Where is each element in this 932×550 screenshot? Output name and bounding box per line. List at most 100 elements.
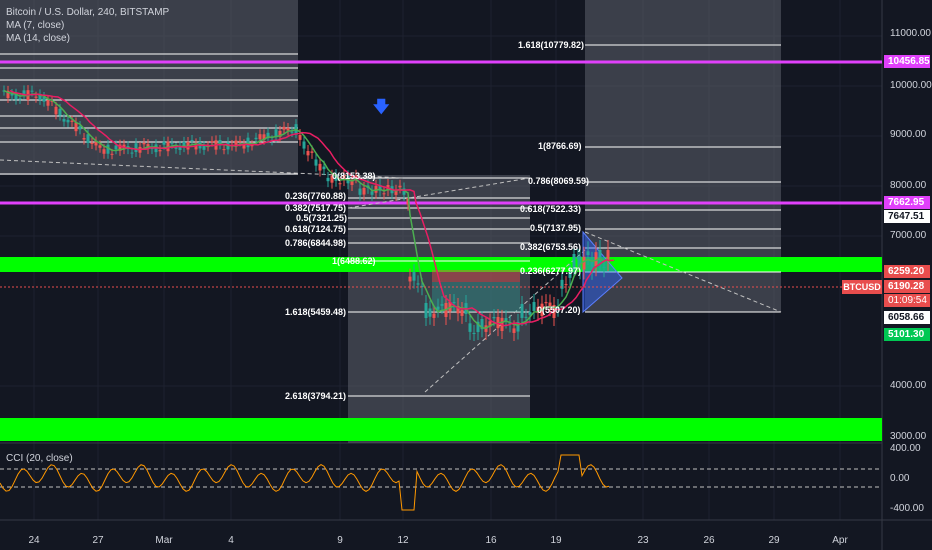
candle-body bbox=[468, 323, 472, 332]
date-label: 4 bbox=[228, 535, 234, 546]
candle-body bbox=[306, 151, 310, 156]
fib-label: 0(8153.38) bbox=[332, 171, 376, 181]
fib-label: 0.236(7760.88) bbox=[285, 191, 347, 201]
candle-body bbox=[86, 134, 90, 144]
candle-body bbox=[42, 96, 46, 102]
price-tag-last: 6190.28 bbox=[884, 280, 930, 293]
ma14-legend[interactable]: MA (14, close) bbox=[6, 33, 70, 44]
candle-body bbox=[528, 311, 532, 315]
candle-body bbox=[452, 302, 456, 304]
candle-body bbox=[82, 138, 86, 140]
candle-body bbox=[568, 271, 572, 278]
candle-body bbox=[22, 90, 26, 94]
candle-body bbox=[54, 106, 58, 115]
candle-body bbox=[406, 198, 410, 205]
candle-body bbox=[10, 94, 14, 96]
candle-body bbox=[162, 141, 166, 145]
candle-body bbox=[14, 93, 18, 100]
cci-legend[interactable]: CCI (20, close) bbox=[6, 453, 73, 464]
candle-body bbox=[50, 100, 54, 102]
candle-body bbox=[46, 100, 50, 106]
candle-body bbox=[586, 251, 590, 256]
candle-body bbox=[290, 131, 294, 133]
candle-body bbox=[476, 321, 480, 333]
candle-body bbox=[322, 166, 326, 170]
candle-body bbox=[374, 185, 378, 193]
candle-body bbox=[432, 313, 436, 318]
cci-line bbox=[0, 454, 610, 511]
fib-label: 0.786(8069.59) bbox=[528, 176, 590, 186]
candle-body bbox=[134, 143, 138, 153]
candle-body bbox=[170, 143, 174, 145]
candle-body bbox=[516, 321, 520, 332]
candle-body bbox=[278, 130, 282, 137]
candle-body bbox=[520, 303, 524, 318]
date-label: 24 bbox=[28, 535, 40, 546]
price-axis-label: 8000.00 bbox=[890, 180, 927, 191]
candle-body bbox=[90, 142, 94, 144]
candle-body bbox=[602, 266, 606, 268]
fib-label: 0.618(7522.33) bbox=[520, 204, 582, 214]
date-label: 9 bbox=[337, 535, 343, 546]
chart-legend: Bitcoin / U.S. Dollar, 240, BITSTAMP MA … bbox=[6, 6, 169, 45]
candle-body bbox=[326, 177, 330, 182]
candle-body bbox=[342, 175, 346, 180]
candle-body bbox=[130, 152, 134, 154]
cci-axis-label: 400.00 bbox=[890, 443, 921, 454]
candle-body bbox=[106, 144, 110, 154]
candle-body bbox=[456, 306, 460, 314]
candle-body bbox=[544, 302, 548, 304]
candle-body bbox=[536, 306, 540, 314]
arrow-down-icon: 🡇 bbox=[373, 99, 390, 116]
candle-body bbox=[310, 151, 314, 153]
candle-body bbox=[218, 140, 222, 145]
candle-body bbox=[182, 141, 186, 148]
triangle-pattern bbox=[582, 230, 623, 314]
date-label: Apr bbox=[832, 535, 848, 546]
fib-label: 1(8766.69) bbox=[538, 141, 582, 151]
date-label: 29 bbox=[768, 535, 780, 546]
symbol-tag: BTCUSD bbox=[842, 280, 882, 294]
candle-body bbox=[548, 302, 552, 309]
candle-body bbox=[74, 122, 78, 132]
fib-label: 1(6488.62) bbox=[332, 256, 376, 266]
price-tag-green-low: 5101.30 bbox=[884, 328, 930, 341]
candle-body bbox=[382, 193, 386, 195]
candle-body bbox=[282, 126, 286, 130]
date-label: 12 bbox=[397, 535, 409, 546]
fib-label: 0.382(6753.56) bbox=[520, 242, 582, 252]
candle-body bbox=[394, 190, 398, 195]
support-zone bbox=[0, 257, 882, 272]
candle-body bbox=[532, 302, 536, 311]
candle-body bbox=[330, 175, 334, 183]
candle-body bbox=[556, 307, 560, 309]
candle-body bbox=[18, 98, 22, 100]
fib-label: 0.236(6277.97) bbox=[520, 266, 582, 276]
price-tag-magenta-top: 10456.85 bbox=[884, 55, 930, 68]
candle-body bbox=[590, 261, 594, 270]
date-label: Mar bbox=[155, 535, 173, 546]
candle-body bbox=[492, 317, 496, 319]
candle-body bbox=[598, 250, 602, 261]
candle-body bbox=[354, 175, 358, 178]
cci-axis-label: -400.00 bbox=[890, 503, 924, 514]
candle-body bbox=[62, 119, 66, 122]
candle-body bbox=[250, 145, 254, 147]
candle-body bbox=[242, 144, 246, 149]
date-label: 23 bbox=[637, 535, 649, 546]
symbol-title[interactable]: Bitcoin / U.S. Dollar, 240, BITSTAMP bbox=[6, 7, 170, 18]
fib-label: 0(5507.20) bbox=[537, 305, 581, 315]
candle-body bbox=[594, 252, 598, 267]
candle-body bbox=[378, 185, 382, 191]
cci-axis-label: 0.00 bbox=[890, 473, 910, 484]
date-label: 19 bbox=[550, 535, 562, 546]
candle-body bbox=[576, 256, 580, 260]
candle-body bbox=[582, 256, 586, 270]
ma7-legend[interactable]: MA (7, close) bbox=[6, 20, 65, 31]
candle-body bbox=[286, 127, 290, 131]
candle-body bbox=[412, 272, 416, 281]
candle-body bbox=[102, 149, 106, 154]
candle-body bbox=[472, 332, 476, 334]
